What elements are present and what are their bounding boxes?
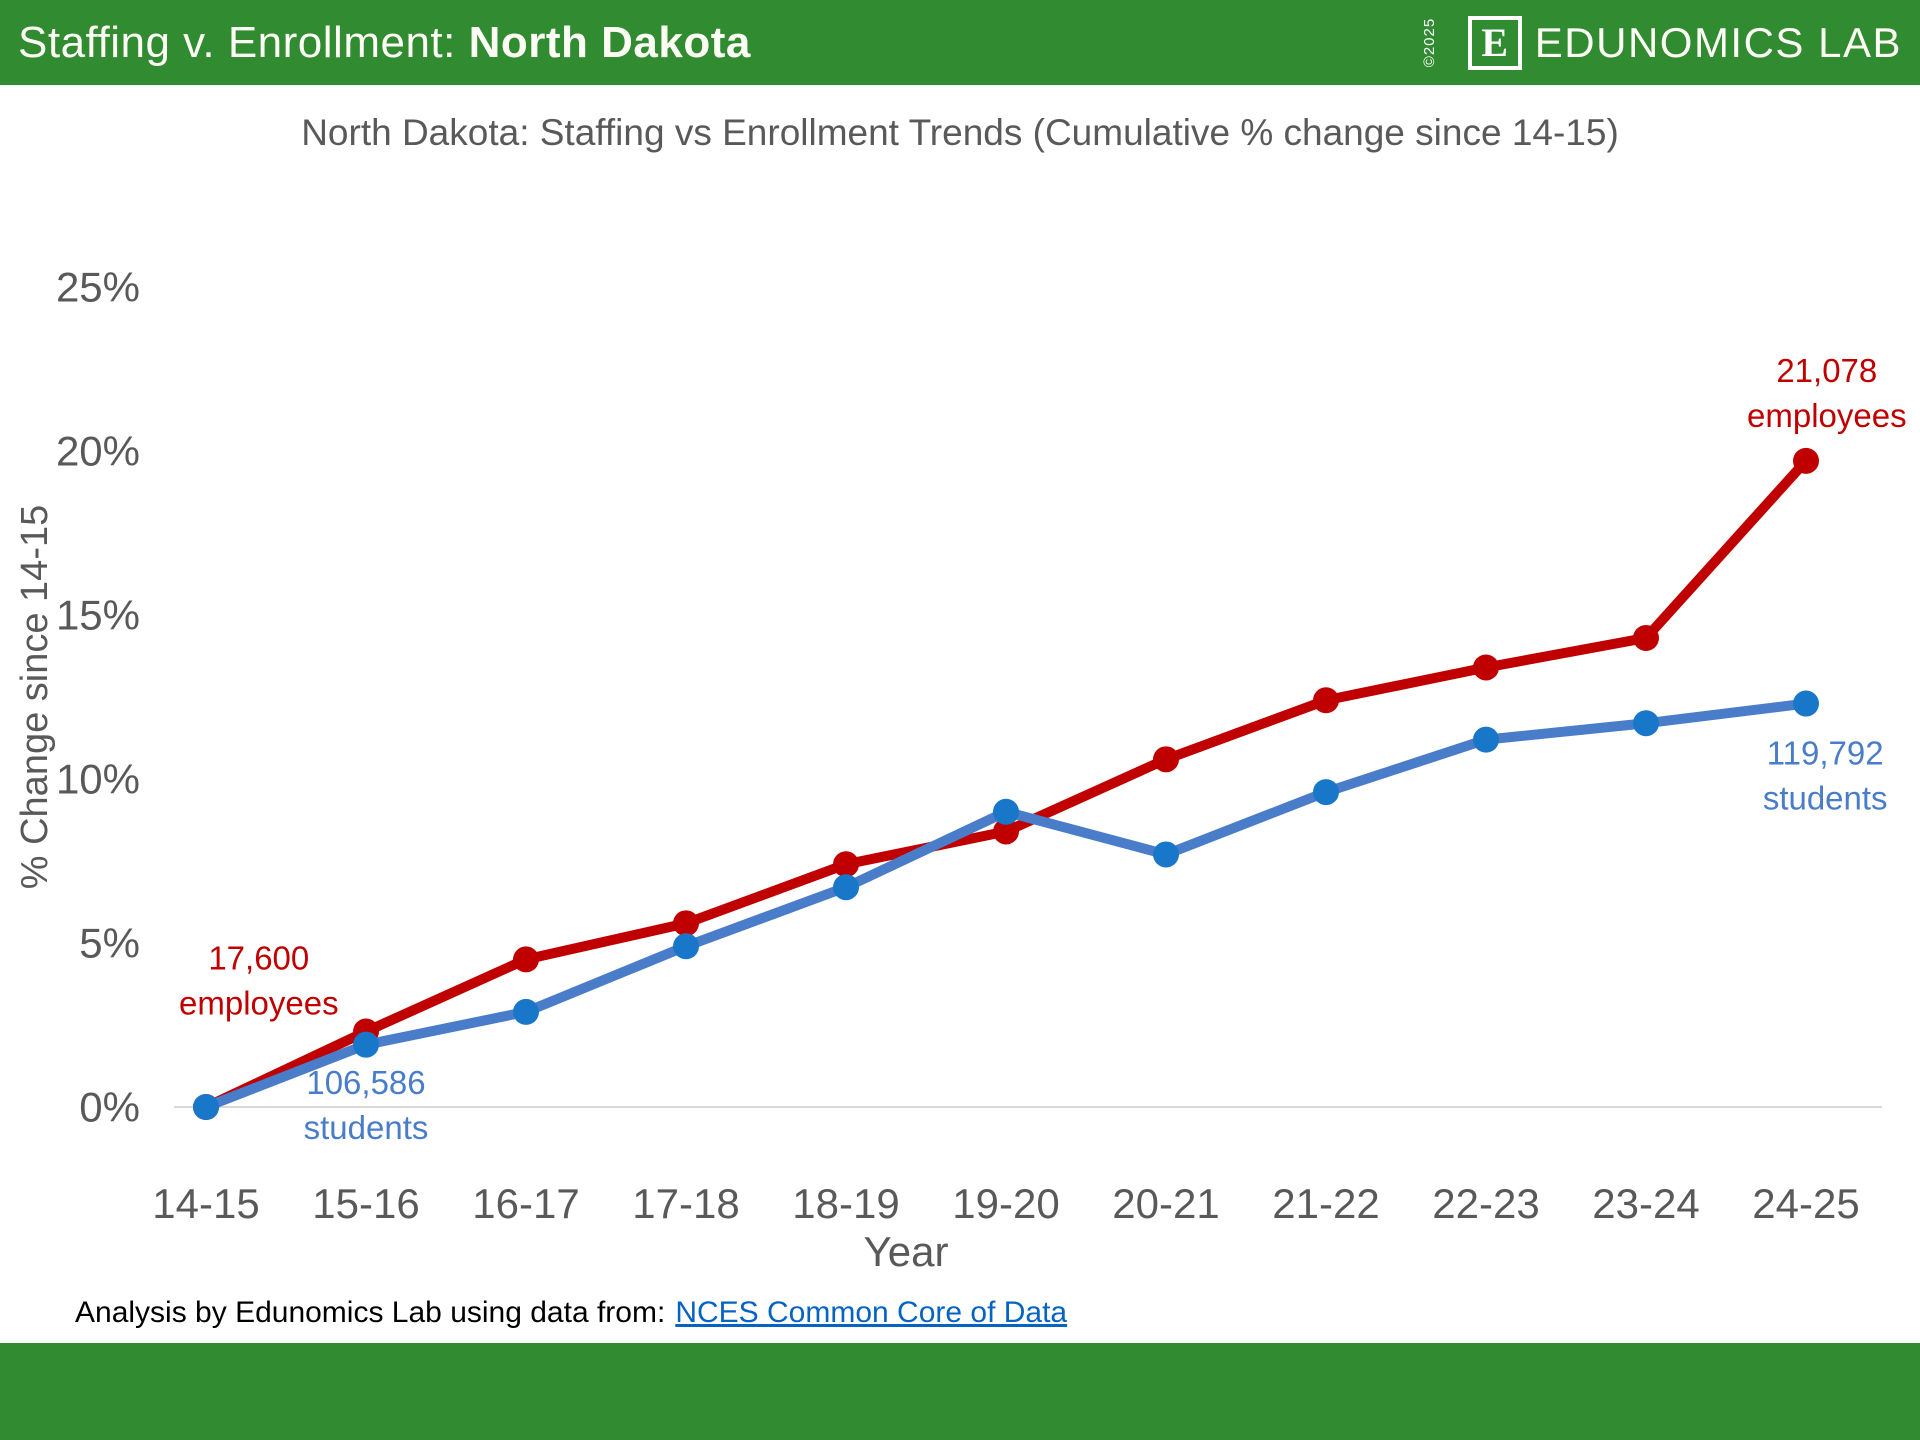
employees-point-20-21: [1153, 746, 1179, 773]
x-tick-17-18: 17-18: [632, 1180, 739, 1227]
employees-line: [201, 455, 1811, 1112]
y-tick-15: 15%: [56, 592, 140, 639]
employees-point-21-22: [1313, 687, 1339, 714]
x-tick-23-24: 23-24: [1592, 1180, 1699, 1227]
y-tick-0: 0%: [79, 1084, 140, 1131]
x-tick-21-22: 21-22: [1272, 1180, 1379, 1227]
x-tick-18-19: 18-19: [792, 1180, 899, 1227]
students-point-20-21: [1153, 841, 1179, 868]
page-title-prefix: Staffing v. Enrollment:: [18, 17, 469, 67]
employees-point-22-23: [1473, 654, 1499, 681]
footer-attribution: Analysis by Edunomics Lab using data fro…: [75, 1296, 1067, 1330]
x-tick-24-25: 24-25: [1752, 1180, 1859, 1227]
y-tick-25: 25%: [56, 264, 140, 311]
annotation-employees-start-line2: employees: [179, 984, 339, 1021]
students-point-22-23: [1473, 726, 1499, 753]
x-axis-title: Year: [864, 1228, 949, 1275]
annotation-students-start-line1: 106,586: [306, 1064, 425, 1101]
y-tick-5: 5%: [79, 920, 140, 967]
employees-point-23-24: [1633, 624, 1659, 651]
x-tick-14-15: 14-15: [152, 1180, 259, 1227]
employees-point-17-18: [673, 910, 699, 937]
students-point-14-15: [193, 1094, 219, 1120]
annotation-students-start-line2: students: [304, 1109, 429, 1146]
employees-point-16-17: [513, 946, 539, 973]
employees-point-24-25: [1793, 447, 1819, 474]
edunomics-logo-icon: E: [1467, 15, 1522, 70]
students-line: [201, 698, 1811, 1112]
students-point-18-19: [833, 874, 859, 901]
employees-point-19-20: [993, 818, 1019, 845]
students-point-15-16: [353, 1031, 379, 1058]
students-point-17-18: [673, 933, 699, 960]
x-tick-15-16: 15-16: [312, 1180, 419, 1227]
x-tick-19-20: 19-20: [952, 1180, 1059, 1227]
x-tick-16-17: 16-17: [472, 1180, 579, 1227]
brand-wordmark: EDUNOMICS LAB: [1534, 18, 1902, 66]
students-point-21-22: [1313, 779, 1339, 806]
header-bar: Staffing v. Enrollment: North Dakota ©20…: [0, 0, 1920, 85]
y-axis-title: % Change since 14-15: [14, 505, 56, 889]
students-point-16-17: [513, 998, 539, 1025]
students-point-19-20: [993, 798, 1019, 825]
bottom-bar: [0, 1343, 1920, 1440]
nces-link[interactable]: NCES Common Core of Data: [675, 1296, 1068, 1329]
annotation-students-end-line1: 119,792: [1767, 734, 1884, 771]
chart-title: North Dakota: Staffing vs Enrollment Tre…: [301, 112, 1619, 153]
annotation-students-end-line2: students: [1763, 779, 1888, 816]
x-tick-22-23: 22-23: [1432, 1180, 1539, 1227]
page-title-state: North Dakota: [468, 17, 751, 67]
students-point-24-25: [1793, 690, 1819, 717]
annotation-employees-end-line2: employees: [1747, 397, 1907, 434]
students-point-23-24: [1633, 710, 1659, 737]
y-tick-20: 20%: [56, 428, 140, 475]
footer-attribution-text: Analysis by Edunomics Lab using data fro…: [75, 1296, 666, 1329]
annotation-employees-end-line1: 21,078: [1776, 352, 1877, 389]
page-title: Staffing v. Enrollment: North Dakota: [18, 18, 751, 68]
y-tick-10: 10%: [56, 756, 140, 803]
brand-logo-group: ©2025 E EDUNOMICS LAB: [1405, 15, 1902, 70]
x-tick-20-21: 20-21: [1112, 1180, 1219, 1227]
employees-point-18-19: [833, 851, 859, 878]
annotation-employees-start-line1: 17,600: [208, 939, 309, 976]
